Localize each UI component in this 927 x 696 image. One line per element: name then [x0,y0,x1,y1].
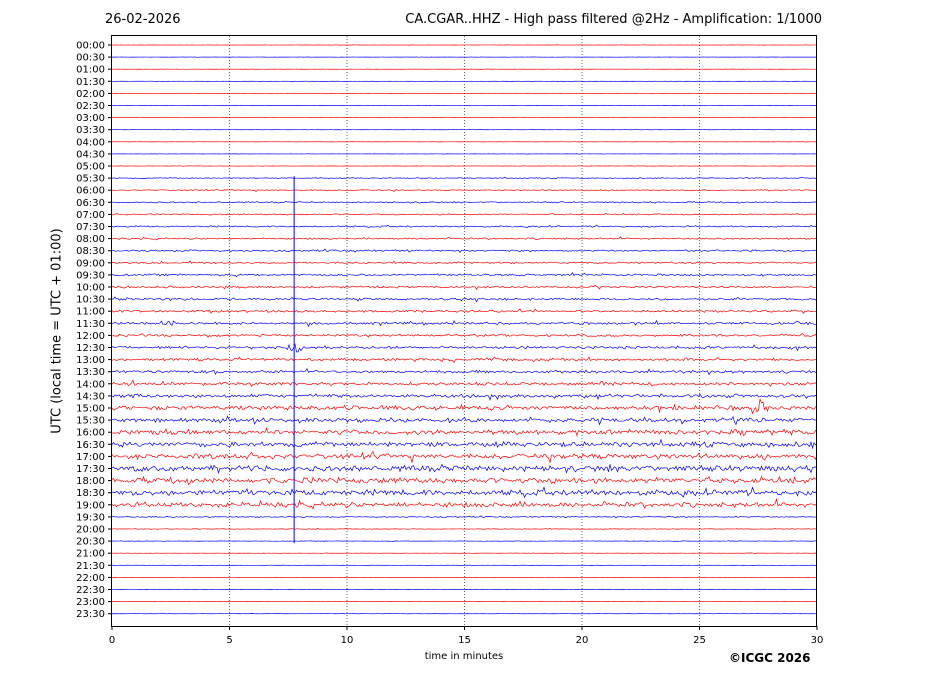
trace-2230 [111,588,818,591]
trace-1230 [111,342,818,353]
trace-1100 [111,308,818,314]
row-label: 19:30 [76,512,105,523]
row-label: 00:30 [76,53,105,64]
trace-1630 [111,438,818,450]
row-label: 22:00 [76,573,105,584]
row-label: 17:00 [76,452,105,463]
row-label: 09:00 [76,258,105,269]
trace-1300 [111,356,818,364]
row-label: 06:00 [76,186,105,197]
row-label: 00:00 [76,41,105,52]
trace-0930 [111,272,818,278]
trace-1800 [111,475,818,486]
plot-frame [111,35,817,627]
row-label: 03:00 [76,113,105,124]
trace-1900 [111,497,818,510]
row-label: 20:00 [76,525,105,536]
trace-1000 [111,284,818,291]
row-label: 16:30 [76,440,105,451]
row-label: 02:30 [76,101,105,112]
row-label: 05:00 [76,162,105,173]
row-label: 17:30 [76,464,105,475]
trace-1130 [111,319,818,328]
row-label: 21:30 [76,561,105,572]
row-label: 03:30 [76,125,105,136]
trace-1730 [111,463,818,475]
trace-1430 [111,393,818,401]
trace-1930 [111,515,818,519]
x-tick-label: 25 [693,635,706,646]
row-label: 13:30 [76,367,105,378]
x-tick-label: 30 [811,635,824,646]
row-label: 15:00 [76,404,105,415]
row-label: 08:00 [76,234,105,245]
trace-2100 [111,552,818,554]
x-tick-label: 20 [576,635,589,646]
trace-1530 [111,415,818,426]
trace-1830 [111,486,818,499]
trace-1030 [111,296,818,303]
row-label: 05:30 [76,174,105,185]
trace-0630 [111,200,818,204]
row-label: 01:30 [76,77,105,88]
row-label: 01:00 [76,65,105,76]
row-label: 13:00 [76,355,105,366]
x-axis-label: time in minutes [424,651,504,662]
row-time-labels: 00:0000:3001:0001:3002:0002:3003:0003:30… [76,41,112,620]
vertical-gridlines [229,36,700,626]
trace-0800 [111,236,818,241]
row-label: 12:30 [76,343,105,354]
row-label: 14:30 [76,391,105,402]
copyright-notice: ©ICGC 2026 [729,651,811,665]
trace-1330 [111,368,818,376]
row-label: 16:00 [76,428,105,439]
row-label: 02:00 [76,89,105,100]
row-label: 19:00 [76,500,105,511]
row-label: 22:30 [76,585,105,596]
row-label: 15:30 [76,416,105,427]
seismic-traces [111,44,818,615]
trace-0530 [111,176,818,180]
row-label: 06:30 [76,198,105,209]
x-axis-ticks: 0 5 10 15 20 25 30 [109,626,824,646]
row-label: 18:30 [76,488,105,499]
trace-0830 [111,248,818,254]
chart-title: CA.CGAR..HHZ - High pass filtered @2Hz -… [405,12,822,27]
trace-0600 [111,188,818,192]
row-label: 09:30 [76,270,105,281]
row-label: 10:30 [76,295,105,306]
row-label: 11:30 [76,319,105,330]
trace-1400 [111,379,818,388]
trace-0900 [111,260,818,265]
row-label: 23:00 [76,597,105,608]
trace-1500 [111,398,818,415]
date-label: 26-02-2026 [105,12,181,27]
trace-0700 [111,213,818,216]
row-label: 14:00 [76,379,105,390]
row-label: 08:30 [76,246,105,257]
row-label: 11:00 [76,307,105,318]
row-label: 23:30 [76,609,105,620]
trace-1600 [111,427,818,437]
row-label: 07:30 [76,222,105,233]
row-label: 10:00 [76,283,105,294]
trace-1200 [111,332,818,338]
trace-0730 [111,224,818,229]
trace-2030 [111,540,818,542]
x-tick-label: 15 [458,635,471,646]
x-tick-label: 5 [226,635,232,646]
row-label: 21:00 [76,549,105,560]
row-label: 12:00 [76,331,105,342]
row-label: 07:00 [76,210,105,221]
row-label: 18:00 [76,476,105,487]
trace-2000 [111,527,818,530]
trace-1700 [111,450,818,463]
x-tick-label: 10 [341,635,354,646]
row-label: 20:30 [76,537,105,548]
row-label: 04:00 [76,137,105,148]
row-label: 04:30 [76,149,105,160]
x-tick-label: 0 [109,635,115,646]
